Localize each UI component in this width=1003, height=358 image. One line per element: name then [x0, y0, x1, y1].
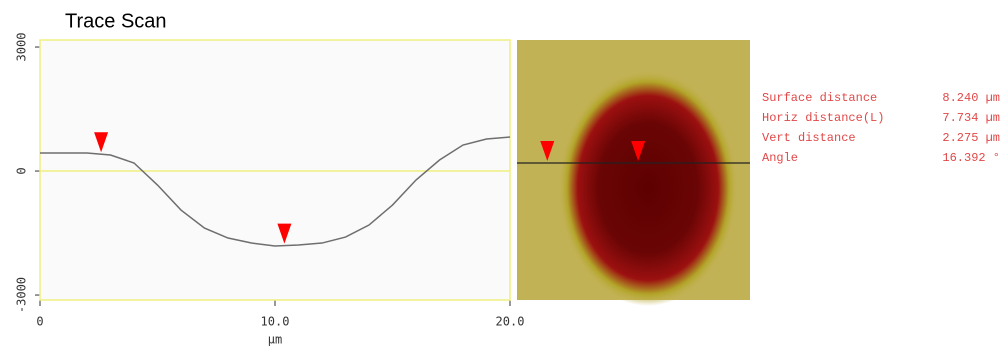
readout-label: Angle [762, 151, 798, 165]
readout-label: Horiz distance(L) [762, 111, 884, 125]
y-tick-label: 0 [15, 167, 29, 174]
readout-label: Surface distance [762, 91, 877, 105]
x-tick-label: 20.0 [496, 315, 525, 329]
readout-value: 8.240 µm [942, 91, 1000, 105]
readout-value: 16.392 ° [942, 151, 1000, 165]
x-axis-label: µm [268, 333, 282, 347]
x-tick-label: 0 [36, 315, 43, 329]
chart: Trace Scan µm -3000 0 3000 0 10.0 20.0 Surface… [0, 0, 1003, 358]
image-feature [558, 70, 738, 306]
y-tick-label: 3000 [15, 33, 29, 62]
readout-value: 2.275 µm [942, 131, 1000, 145]
y-tick-label: -3000 [15, 277, 29, 313]
x-tick-label: 10.0 [261, 315, 290, 329]
readout-label: Vert distance [762, 131, 856, 145]
plot-area [40, 40, 510, 300]
chart-title: Trace Scan [65, 10, 167, 32]
readout-value: 7.734 µm [942, 111, 1000, 125]
